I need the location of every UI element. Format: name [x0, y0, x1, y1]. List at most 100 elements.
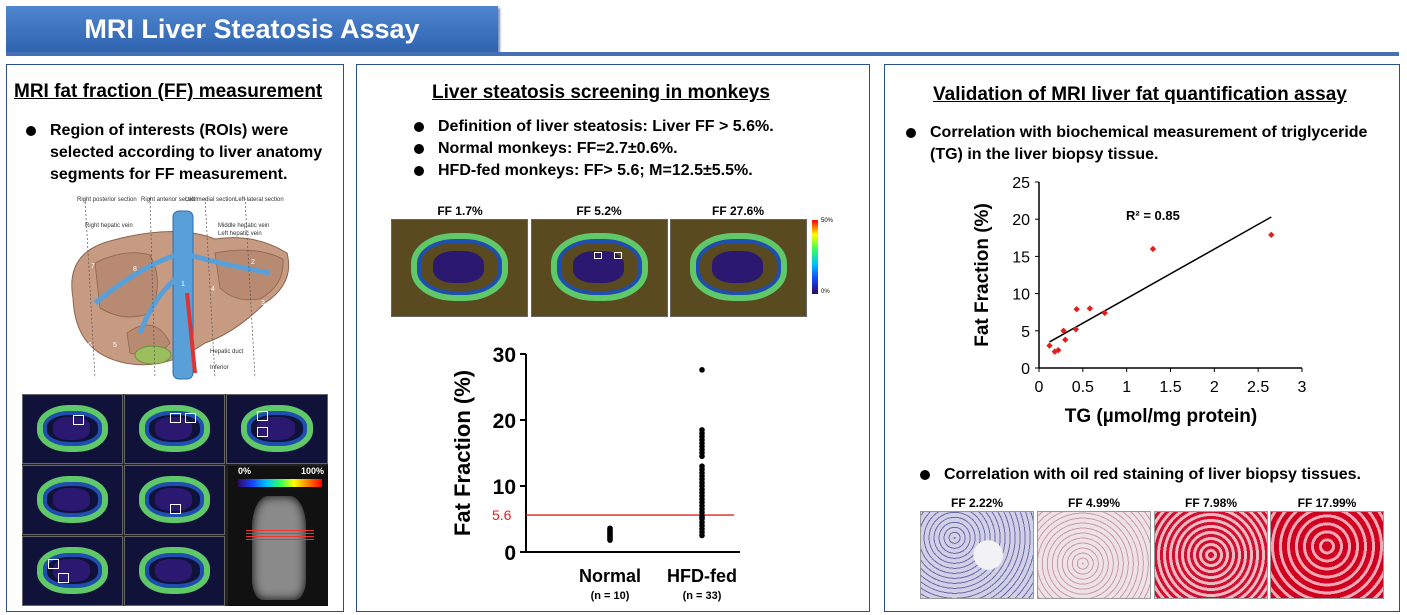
stain-label-1: FF 2.22%: [950, 496, 1004, 510]
middle-panel: [356, 64, 870, 612]
mri-slice: [124, 394, 225, 464]
middle-bullets: Definition of liver steatosis: Liver FF …: [412, 116, 852, 182]
segment-label: 5: [113, 342, 117, 349]
x-tick-label: 0: [1035, 379, 1044, 396]
data-point: [1072, 326, 1080, 333]
monkey-scan-1: [391, 219, 528, 317]
segment-label: 7: [91, 263, 95, 270]
data-point: [1268, 231, 1275, 239]
y-tick-label: 20: [493, 410, 516, 433]
x-tick-label: 1.5: [1159, 379, 1181, 396]
roi-box: [48, 559, 59, 569]
left-bullets: Region of interests (ROIs) were selected…: [24, 120, 336, 186]
anatomy-label: Left lateral section: [235, 197, 284, 203]
stain-label-4: FF 17.99%: [1297, 496, 1357, 510]
oil-red-stain-4: [1270, 511, 1384, 599]
anatomy-label: Left medial section: [185, 197, 235, 203]
title-underline: [6, 52, 1399, 56]
left-bullet: Region of interests (ROIs) were selected…: [24, 120, 336, 186]
anatomy-label: Right hepatic vein: [85, 223, 133, 229]
y-axis-label: Fat Fraction (%): [450, 370, 475, 536]
data-point: [1101, 309, 1108, 317]
colorbar-max-label: 100%: [300, 466, 324, 476]
coronal-body: [252, 496, 306, 600]
monkey-scan-3: [670, 219, 807, 317]
mri-slice: [22, 465, 123, 535]
anatomy-label: Middle hepatic vein: [218, 223, 269, 229]
segment-label: 2: [251, 259, 255, 266]
segment-label: 3: [261, 300, 265, 307]
roi-box: [594, 252, 602, 259]
data-point: [1086, 305, 1094, 312]
x-tick-label: 3: [1298, 379, 1307, 396]
x-axis-label: TG (µmol/mg protein): [1065, 406, 1258, 427]
mri-slice: [226, 394, 328, 464]
scale-max-label: 50%: [821, 218, 834, 224]
y-axis-label: Fat Fraction (%): [972, 203, 993, 347]
anatomy-label: Right posterior section: [77, 197, 137, 203]
x-tick-label: 1: [1122, 379, 1131, 396]
fat-fraction-colorbar: [238, 479, 322, 487]
page-title: MRI Liver Steatosis Assay: [6, 6, 498, 52]
data-point: [1062, 336, 1069, 343]
middle-bullet: HFD-fed monkeys: FF> 5.6; M=12.5±5.5%.: [412, 160, 852, 182]
y-tick-label: 0: [504, 542, 516, 565]
y-tick-label: 20: [1012, 212, 1030, 229]
stain-label-3: FF 7.98%: [1184, 496, 1238, 510]
segment-label: 8: [133, 266, 137, 273]
oil-red-stain-3: [1154, 511, 1268, 599]
r-squared-annotation: R² = 0.85: [1126, 208, 1180, 223]
y-tick-label: 10: [493, 476, 516, 499]
bullet-dot-icon: [414, 144, 424, 154]
roi-box: [170, 504, 181, 514]
monkey-scan-2: [531, 219, 668, 317]
segment-label: 6: [88, 342, 92, 349]
y-tick-label: 30: [493, 344, 516, 367]
roi-box: [185, 413, 196, 423]
data-point: [699, 367, 705, 373]
coronal-scan: 0% 100%: [228, 466, 328, 606]
scan-label-1: FF 1.7%: [437, 204, 483, 218]
segment-label: 4: [211, 286, 215, 293]
category-note: (n = 10): [591, 590, 630, 602]
x-tick-label: 2: [1210, 379, 1219, 396]
category-label: Normal: [579, 566, 641, 586]
roi-box: [170, 413, 181, 423]
roi-box: [614, 252, 622, 259]
anatomy-label: Right anterior section: [141, 197, 198, 203]
threshold-label: 5.6: [492, 507, 512, 523]
liver-anatomy-illustration: Right posterior section Right anterior s…: [71, 197, 290, 380]
bullet-dot-icon: [920, 470, 930, 480]
mri-slice: [124, 536, 225, 606]
middle-heading: Liver steatosis screening in monkeys: [432, 82, 770, 103]
bullet-dot-icon: [414, 122, 424, 132]
middle-bullet: Definition of liver steatosis: Liver FF …: [412, 116, 852, 138]
y-tick-label: 10: [1012, 287, 1030, 304]
tg-ff-correlation-chart: Fat Fraction (%) TG (µmol/mg protein) R²…: [972, 175, 1307, 427]
roi-box: [58, 573, 69, 583]
category-label: HFD-fed: [667, 566, 737, 586]
roi-box: [257, 427, 268, 437]
mri-roi-grid: 0% 100%: [22, 394, 328, 606]
stain-label-2: FF 4.99%: [1067, 496, 1121, 510]
y-tick-label: 0: [1021, 361, 1030, 378]
mri-slice: [22, 394, 123, 464]
anatomy-label: Hepatic duct: [210, 349, 244, 355]
monkey-ff-dotplot: Fat Fraction (%) 0 10 20 30 5.6 Normal (n = …: [450, 344, 740, 602]
data-point: [607, 525, 613, 532]
right-bullet: Correlation with biochemical measurement…: [904, 122, 1394, 166]
roi-box: [257, 411, 268, 421]
y-tick-label: 25: [1012, 175, 1030, 192]
mri-slice: [124, 465, 225, 535]
data-point: [699, 463, 705, 469]
anatomy-label: Left hepatic vein: [218, 231, 262, 237]
colorbar-min-label: 0%: [238, 466, 252, 476]
category-note: (n = 33): [683, 590, 722, 602]
oil-red-stain-2: [1037, 511, 1151, 599]
segment-label: 1: [181, 281, 185, 288]
bullet-dot-icon: [414, 166, 424, 176]
right-bullets-2: Correlation with oil red staining of liv…: [918, 464, 1388, 486]
roi-box: [73, 415, 84, 425]
data-point: [699, 427, 705, 433]
anatomy-label: Inferior: [210, 365, 229, 371]
